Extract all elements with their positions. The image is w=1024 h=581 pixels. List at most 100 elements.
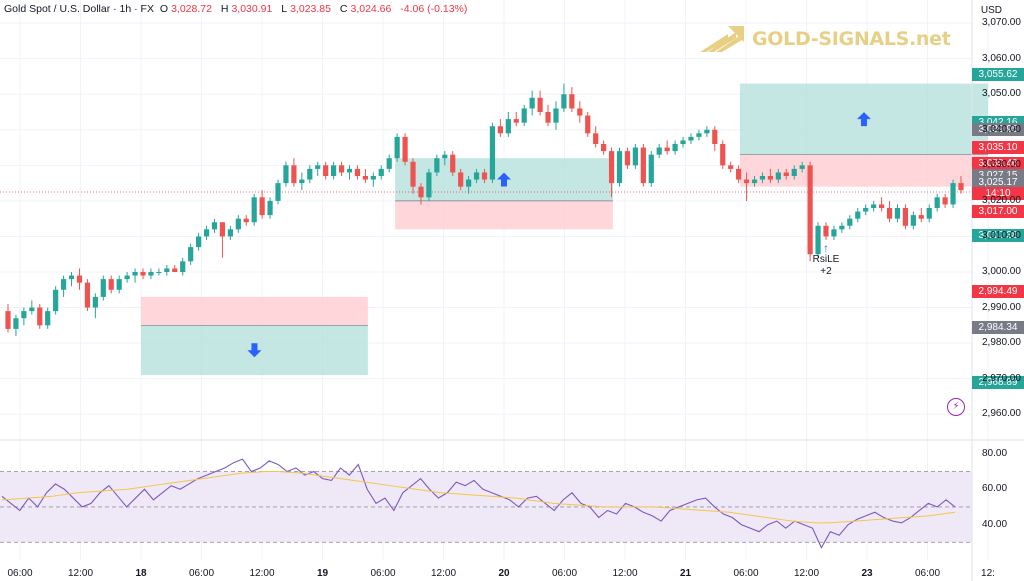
candle-body	[418, 186, 424, 198]
stop-loss-zone	[141, 296, 368, 326]
candle-body	[815, 225, 821, 255]
candle-body	[124, 275, 130, 280]
candle-body	[100, 279, 106, 297]
candle-body	[926, 208, 932, 219]
candle-body	[386, 158, 392, 169]
candle-body	[886, 208, 893, 219]
candle-body	[370, 176, 376, 180]
price-tick-label: 3,070.00	[982, 17, 1021, 29]
candle-body	[601, 144, 607, 152]
candles	[5, 83, 964, 336]
candle-body	[529, 97, 535, 109]
price-tick-label: 2,990.00	[982, 301, 1021, 313]
candle-body	[553, 108, 559, 123]
ohlc-change: -4.06 (-0.13%)	[400, 3, 468, 15]
candle-body	[267, 200, 273, 216]
price-tag: 3,039.95	[972, 123, 1024, 137]
candle-body	[791, 168, 797, 176]
candle-body	[251, 197, 257, 223]
candle-body	[76, 275, 83, 283]
candle-body	[704, 129, 710, 134]
time-tick-label: 06:00	[370, 568, 396, 579]
watermark-logo: GOLD-SIGNALS.net	[698, 24, 951, 54]
time-tick-label: 06:00	[551, 568, 578, 579]
stop-loss-zone	[395, 200, 613, 230]
candle-body	[839, 225, 845, 230]
candle-body	[712, 129, 718, 144]
logo-text: GOLD-SIGNALS.net	[752, 28, 951, 50]
candle-body	[346, 168, 353, 173]
candle-body	[640, 147, 646, 184]
candle-body	[362, 176, 368, 180]
candle-body	[624, 151, 631, 166]
candle-body	[164, 268, 170, 272]
price-tag: 3,035.10	[972, 140, 1024, 154]
candle-body	[331, 165, 337, 176]
price-tag: 14:10	[972, 186, 1024, 200]
price-tag: 3,055.62	[972, 67, 1024, 81]
candle-body	[767, 176, 773, 180]
candle-body	[521, 108, 527, 123]
candle-body	[60, 279, 67, 290]
candle-body	[481, 172, 488, 180]
time-tick-label: 12:00	[612, 568, 638, 579]
price-tick-label: 2,980.00	[982, 337, 1021, 349]
candle-body	[561, 94, 567, 109]
candle-body	[5, 311, 11, 329]
time-tick-label: 12:00	[793, 568, 820, 579]
candle-body	[227, 229, 233, 237]
price-tag: 3,017.00	[972, 205, 1024, 219]
candle-body	[283, 165, 289, 184]
symbol-title: Gold Spot / U.S. Dollar · 1h · FX	[4, 3, 154, 15]
time-tick-label: 23	[861, 568, 873, 579]
price-tick-label: 3,020.00	[982, 194, 1021, 206]
candle-body	[156, 272, 162, 273]
time-tick-label: 12:	[981, 568, 995, 579]
candle-body	[783, 172, 789, 176]
chart-header: Gold Spot / U.S. Dollar · 1h · FX O 3,028…	[4, 3, 470, 15]
candle-body	[728, 165, 734, 169]
candle-body	[53, 289, 59, 312]
candle-body	[577, 108, 583, 116]
candle-body	[434, 158, 440, 173]
candle-body	[545, 112, 551, 123]
price-tick-label: 3,050.00	[982, 88, 1021, 100]
rsi-tick-label: 60.00	[982, 483, 1008, 495]
candle-body	[632, 147, 638, 166]
time-tick-label: 12:00	[249, 568, 275, 579]
candle-body	[299, 179, 305, 184]
rsi-tick-label: 80.00	[982, 447, 1008, 459]
candle-body	[743, 179, 750, 184]
candle-body	[338, 165, 345, 173]
currency-label[interactable]: USD	[980, 5, 1002, 16]
candle-body	[537, 97, 543, 112]
candle-body	[291, 165, 297, 184]
price-tag: 2,984.34	[972, 321, 1024, 335]
time-tick-label: 19	[316, 568, 329, 579]
candle-body	[315, 165, 321, 169]
candle-body	[751, 179, 758, 184]
price-tick-label: 3,010.00	[982, 230, 1021, 242]
candle-body	[211, 222, 218, 230]
price-tick-label: 3,040.00	[982, 123, 1021, 135]
candle-body	[608, 151, 615, 184]
candle-body	[275, 183, 281, 201]
candle-body	[410, 161, 416, 187]
signal-qty: +2	[820, 266, 832, 277]
time-tick-label: 06:00	[188, 568, 215, 579]
candle-body	[132, 272, 138, 276]
candle-body	[92, 296, 98, 308]
candle-body	[180, 261, 186, 272]
alert-bolt-icon[interactable]: ⚡	[947, 398, 965, 416]
time-tick-label: 06:00	[733, 568, 759, 579]
candle-body	[140, 272, 146, 276]
candle-body	[219, 222, 226, 237]
candle-body	[902, 208, 909, 226]
candle-body	[831, 229, 837, 237]
price-tick-label: 3,000.00	[982, 266, 1021, 277]
arrow-down-icon	[247, 343, 262, 358]
candle-body	[569, 94, 575, 109]
candle-body	[473, 172, 480, 180]
candle-body	[68, 275, 75, 280]
